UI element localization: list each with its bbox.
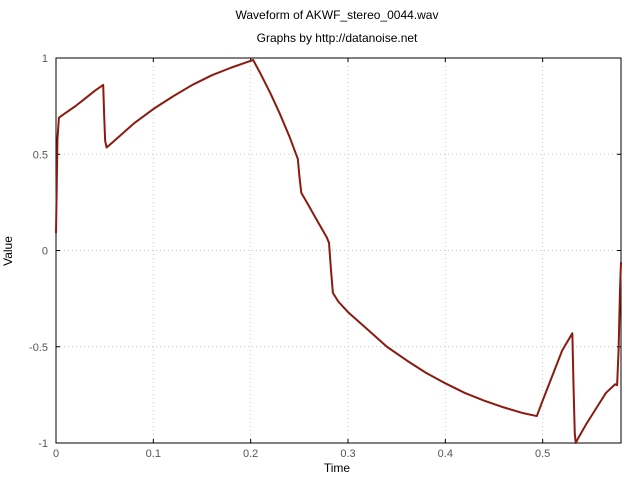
y-tick-label: -1 — [38, 438, 48, 450]
x-tick-label: 0.2 — [243, 448, 258, 460]
y-tick-label: -0.5 — [29, 342, 48, 354]
grid — [55, 57, 621, 444]
y-tick-label: 0.5 — [33, 149, 48, 161]
x-tick-label: 0.5 — [535, 448, 550, 460]
y-tick-label: 0 — [42, 246, 48, 258]
x-tick-label: 0.1 — [146, 448, 161, 460]
x-tick-label: 0 — [53, 448, 59, 460]
series-layer — [55, 58, 622, 444]
y-tick-labels: -1 -0.5 0 0.5 1 — [29, 53, 48, 450]
chart-title: Waveform of AKWF_stereo_0044.wav — [236, 8, 439, 22]
x-tick-label: 0.4 — [438, 448, 453, 460]
x-axis-label: Time — [324, 461, 351, 475]
chart-subtitle: Graphs by http://datanoise.net — [257, 31, 418, 45]
y-tick-label: 1 — [42, 53, 48, 65]
x-tick-label: 0.3 — [340, 448, 355, 460]
y-axis-label: Value — [1, 236, 15, 266]
x-tick-labels: 0 0.1 0.2 0.3 0.4 0.5 — [53, 448, 550, 460]
series-line — [55, 58, 622, 444]
